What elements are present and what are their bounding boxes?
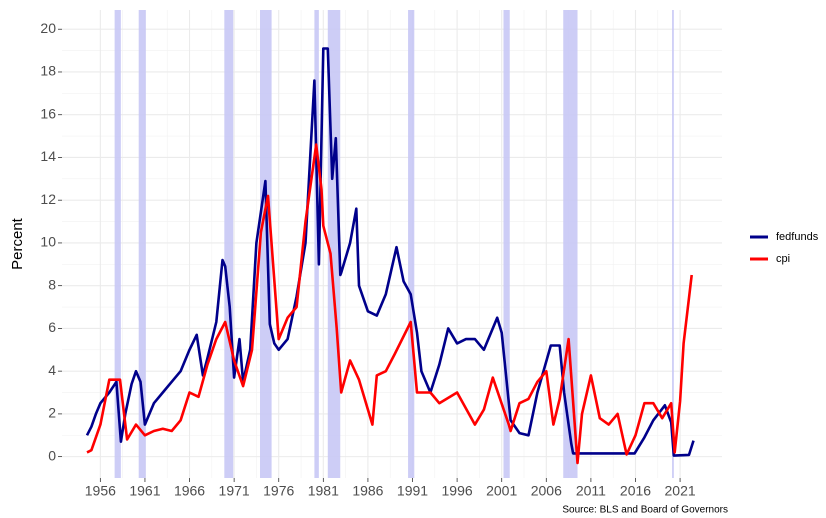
x-tick-label: 1956 — [85, 483, 116, 499]
series-line — [85, 47, 695, 457]
recession-band — [408, 10, 415, 478]
legend-label: cpi — [776, 253, 790, 265]
recession-band — [503, 10, 510, 478]
y-axis-label: Percent — [9, 217, 26, 270]
caption: Source: BLS and Board of Governors — [562, 505, 728, 516]
x-tick-label: 1991 — [397, 483, 428, 499]
x-tick-label: 1971 — [219, 483, 250, 499]
x-tick-label: 1996 — [442, 483, 473, 499]
y-tick-label: 12 — [40, 191, 56, 207]
x-tick-label: 2006 — [531, 483, 562, 499]
x-tick-label: 2001 — [486, 483, 517, 499]
x-tick-label: 2016 — [620, 483, 651, 499]
recession-band — [672, 10, 674, 478]
y-tick-label: 0 — [48, 447, 56, 463]
y-tick-label: 6 — [48, 319, 56, 335]
recession-band — [114, 10, 121, 478]
y-tick-label: 20 — [40, 20, 56, 36]
x-tick-label: 1966 — [174, 483, 205, 499]
recession-band — [224, 10, 234, 478]
y-tick-label: 10 — [40, 234, 56, 250]
recession-band — [138, 10, 146, 478]
y-tick-label: 2 — [48, 405, 56, 421]
x-tick-label: 2021 — [665, 483, 696, 499]
recession-band — [563, 10, 578, 478]
legend-label: fedfunds — [776, 231, 819, 243]
x-tick-label: 2011 — [576, 483, 606, 499]
y-tick-label: 4 — [48, 362, 56, 378]
x-tick-label: 1961 — [129, 483, 160, 499]
x-tick-label: 1976 — [263, 483, 294, 499]
y-tick-label: 18 — [40, 63, 56, 79]
series-line — [86, 143, 693, 465]
recession-band — [314, 10, 319, 478]
y-tick-label: 16 — [40, 105, 56, 121]
y-tick-label: 14 — [40, 148, 56, 164]
x-tick-label: 1981 — [308, 483, 339, 499]
x-tick-label: 1986 — [352, 483, 383, 499]
recession-band — [260, 10, 272, 478]
y-tick-label: 8 — [48, 276, 56, 292]
